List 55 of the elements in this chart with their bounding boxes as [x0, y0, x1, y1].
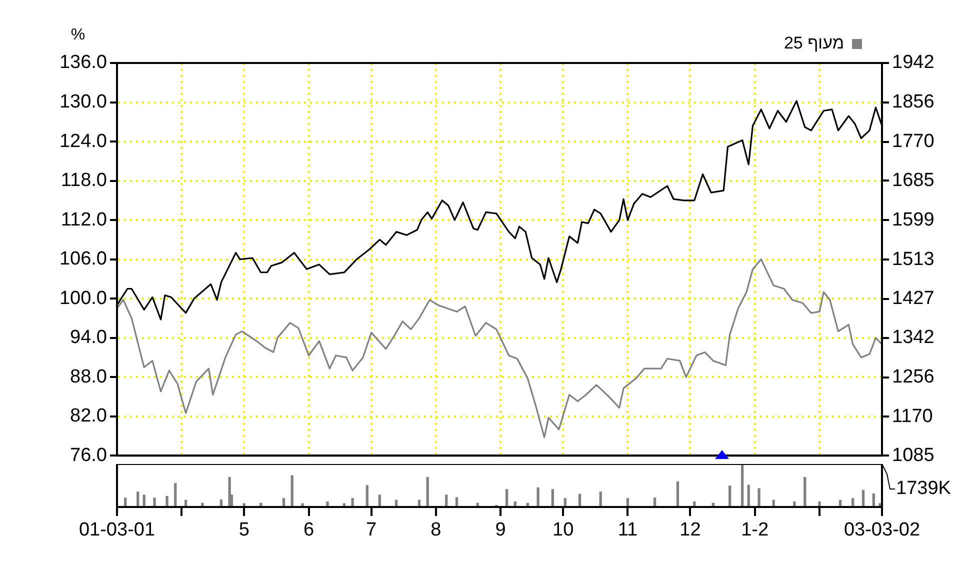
bar	[741, 464, 744, 507]
x-tick-label: 7	[366, 520, 377, 541]
bar	[818, 502, 821, 507]
y2-tick-label: 1685	[892, 170, 934, 191]
y-tick-label: 88.0	[70, 366, 107, 388]
x-tick-label: 8	[430, 520, 442, 541]
y-tick-label: 82.0	[70, 406, 107, 427]
x-tick-label: 5	[238, 520, 250, 541]
bar	[290, 475, 294, 507]
bar	[676, 481, 680, 507]
y-axis-title: %	[70, 26, 86, 44]
y2-tick-label: 1599	[892, 209, 934, 230]
y2-tick-label: 1513	[892, 248, 934, 270]
x-tick-label: 01-03-01	[78, 520, 156, 541]
y-tick-label: 76.0	[70, 444, 107, 466]
x-tick-label: 03-03-02	[844, 520, 920, 541]
bar	[793, 502, 796, 507]
y-tick-label: 124.0	[59, 130, 107, 152]
y2-tick-label: 1856	[892, 92, 934, 113]
x-tick-label: 1-2	[741, 520, 769, 541]
bar	[166, 496, 168, 507]
legend-label: מעוף 25	[784, 34, 844, 53]
y2-tick-label: 1170	[892, 406, 933, 427]
y2-tick-label: 1256	[892, 366, 934, 388]
y-tick-label: 130.0	[59, 91, 107, 112]
bar	[426, 477, 429, 507]
bar	[174, 483, 177, 507]
y2-tick-label: 1427	[892, 288, 934, 310]
bar	[758, 488, 760, 507]
y-tick-label: 106.0	[59, 248, 107, 270]
y-tick-label: 100.0	[59, 288, 107, 309]
bar	[804, 477, 806, 507]
y2-tick-label: 1942	[892, 52, 934, 74]
y-tick-label: 112.0	[60, 209, 107, 230]
text: 1739K	[896, 478, 952, 500]
x-tick-label: 9	[495, 520, 506, 541]
y-tick-label: 94.0	[70, 327, 107, 348]
bar	[351, 498, 354, 507]
y-tick-label: 136.0	[59, 52, 107, 74]
bar	[536, 487, 540, 507]
x-tick-label: 10	[552, 520, 574, 541]
bar	[153, 498, 156, 507]
bar	[747, 484, 750, 507]
y2-tick-label: 1342	[892, 327, 934, 348]
bar	[228, 477, 231, 507]
bar	[301, 503, 304, 507]
bar	[728, 486, 732, 507]
bar	[326, 502, 329, 507]
y2-tick-label: 1085	[892, 444, 934, 466]
y-tick-label: 118.0	[60, 170, 107, 192]
x-tick-label: 11	[618, 520, 638, 541]
bar	[366, 485, 368, 507]
x-tick-label: 6	[303, 520, 314, 541]
y2-tick-label: 1770	[892, 131, 934, 152]
x-tick-label: 12	[680, 520, 701, 541]
